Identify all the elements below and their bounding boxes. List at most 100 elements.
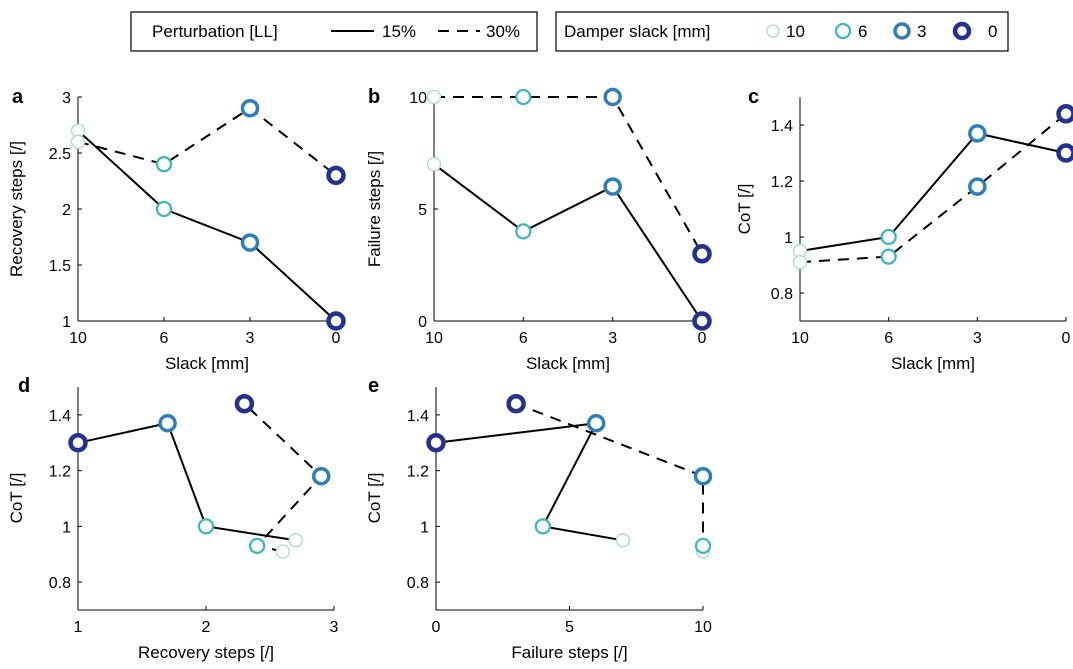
y-tick-label-e: 0.8 <box>407 575 429 592</box>
y-tick-label-e: 1 <box>420 519 429 536</box>
panel-label-b: b <box>368 86 380 108</box>
data-point-e-30-slack3 <box>693 466 713 486</box>
x-tick-label-e: 5 <box>565 619 574 636</box>
x-tick-label-b: 3 <box>608 330 617 347</box>
y-tick-label-a: 3 <box>62 90 71 107</box>
data-point-c-30-slack10 <box>792 255 808 270</box>
x-axis-label-e: Failure steps [/] <box>511 643 627 662</box>
series-line-e-15 <box>435 421 624 542</box>
data-point-d-30-slack3 <box>311 466 331 486</box>
series-line-a-30 <box>77 106 337 177</box>
y-tick-label-c: 0.8 <box>771 286 793 303</box>
legend-slack-box <box>555 11 1009 52</box>
data-point-d-15-slack6 <box>197 518 215 535</box>
data-point-a-30-slack10 <box>70 134 86 149</box>
x-tick-label-c: 10 <box>791 330 809 347</box>
series-line-b-30 <box>434 96 703 255</box>
data-point-e-15-slack3 <box>586 413 606 433</box>
data-point-b-15-slack10 <box>426 157 442 172</box>
y-tick-label-b: 5 <box>418 202 427 219</box>
y-tick-label-b: 0 <box>418 314 427 331</box>
legend-label-30: 30% <box>486 22 520 41</box>
legend-marker-0 <box>952 21 972 41</box>
data-point-b-30-slack3 <box>603 87 622 107</box>
y-tick-label-a: 2.5 <box>49 146 71 163</box>
x-tick-label-a: 10 <box>69 330 87 347</box>
panel-e: 0.8 1 1.2 1.4 0 5 10 Failure steps [/] CoT [/] e <box>365 375 713 662</box>
data-point-d-30-slack10 <box>275 544 290 559</box>
x-tick-label-d: 2 <box>202 619 211 636</box>
y-tick-label-a: 2 <box>62 202 71 219</box>
legend-label-10: 10 <box>786 22 805 41</box>
data-point-b-15-slack3 <box>603 177 622 196</box>
x-tick-label-a: 3 <box>246 330 255 347</box>
x-tick-label-a: 6 <box>160 330 169 347</box>
series-line-d-30 <box>243 402 323 553</box>
x-axis-label-a: Slack [mm] <box>165 354 249 373</box>
x-tick-label-c: 0 <box>1062 330 1071 347</box>
data-point-e-15-slack10 <box>615 533 631 548</box>
y-tick-label-e: 1.2 <box>407 464 429 481</box>
panel-b: 0 5 10 10 6 3 0 Slack [mm] Failure steps [/] b <box>365 86 712 373</box>
series-line-c-30 <box>799 113 1067 264</box>
x-tick-label-e: 0 <box>432 619 441 636</box>
data-point-d-30-slack6 <box>249 537 266 555</box>
legend-slack: Damper slack [mm] 10 6 3 0 <box>555 11 1009 52</box>
data-point-e-15-slack6 <box>534 518 551 535</box>
data-point-d-15-slack3 <box>158 413 177 433</box>
data-point-b-30-slack6 <box>515 88 532 106</box>
y-tick-label-d: 1.4 <box>49 408 71 425</box>
panel-c: 0.8 1 1.2 1.4 10 6 3 0 Slack [mm] CoT [/] c <box>735 86 1073 373</box>
data-point-e-15-slack0 <box>426 433 446 453</box>
data-point-c-30-slack6 <box>880 248 897 265</box>
panel-label-e: e <box>368 375 379 397</box>
legend-label-6: 6 <box>858 22 867 41</box>
y-tick-label-d: 0.8 <box>49 575 71 592</box>
legend-marker-10 <box>766 24 780 38</box>
x-tick-label-b: 10 <box>425 330 443 347</box>
panel-label-c: c <box>748 86 759 108</box>
data-point-b-15-slack0 <box>692 311 712 331</box>
data-point-c-15-slack0 <box>1056 143 1073 163</box>
data-point-b-30-slack10 <box>426 89 442 105</box>
data-point-b-15-slack6 <box>515 223 532 240</box>
data-point-c-15-slack6 <box>880 228 897 246</box>
panel-a: 1 1.5 2 2.5 3 10 6 3 0 Slack [mm] Recovery steps [… <box>7 86 346 373</box>
x-tick-label-d: 1 <box>74 619 83 636</box>
legend-slack-title: Damper slack [mm] <box>564 22 710 41</box>
legend-label-15: 15% <box>382 22 416 41</box>
y-axis-label-b: Failure steps [/] <box>365 151 384 267</box>
data-point-a-15-slack6 <box>155 200 173 218</box>
data-point-b-30-slack0 <box>692 244 712 264</box>
series-line-a-15 <box>77 129 337 322</box>
x-tick-label-c: 6 <box>884 330 893 347</box>
data-point-e-30-slack6 <box>694 537 712 555</box>
y-tick-label-e: 1.4 <box>407 408 429 425</box>
data-point-a-30-slack3 <box>240 98 260 118</box>
data-point-a-30-slack0 <box>326 165 346 186</box>
data-point-a-30-slack6 <box>155 156 173 173</box>
panel-d: 0.8 1 1.2 1.4 1 2 3 Recovery steps [/] CoT [/] d <box>7 375 339 662</box>
data-point-a-15-slack3 <box>240 233 260 252</box>
x-axis-label-d: Recovery steps [/] <box>138 643 274 662</box>
y-axis-label-d: CoT [/] <box>7 473 26 524</box>
y-axis-label-e: CoT [/] <box>365 473 384 524</box>
data-point-c-30-slack3 <box>968 177 987 196</box>
legend-perturbation-title: Perturbation [LL] <box>152 22 278 41</box>
x-tick-label-b: 6 <box>519 330 528 347</box>
y-axis-label-c: CoT [/] <box>735 184 754 235</box>
data-point-d-30-slack0 <box>234 393 255 414</box>
series-line-b-15 <box>433 163 703 322</box>
x-tick-label-c: 3 <box>973 330 982 347</box>
data-point-a-15-slack0 <box>326 311 346 331</box>
x-tick-label-a: 0 <box>332 330 341 347</box>
legend-perturbation: Perturbation [LL] 15% 30% <box>130 11 538 52</box>
y-tick-label-b: 10 <box>409 90 427 107</box>
data-point-c-15-slack3 <box>968 124 987 143</box>
data-point-c-30-slack0 <box>1056 104 1073 124</box>
x-tick-label-b: 0 <box>698 330 707 347</box>
data-point-d-15-slack0 <box>68 433 88 453</box>
panel-label-d: d <box>18 375 30 397</box>
x-tick-label-d: 3 <box>330 619 339 636</box>
data-point-e-30-slack0 <box>506 393 526 414</box>
